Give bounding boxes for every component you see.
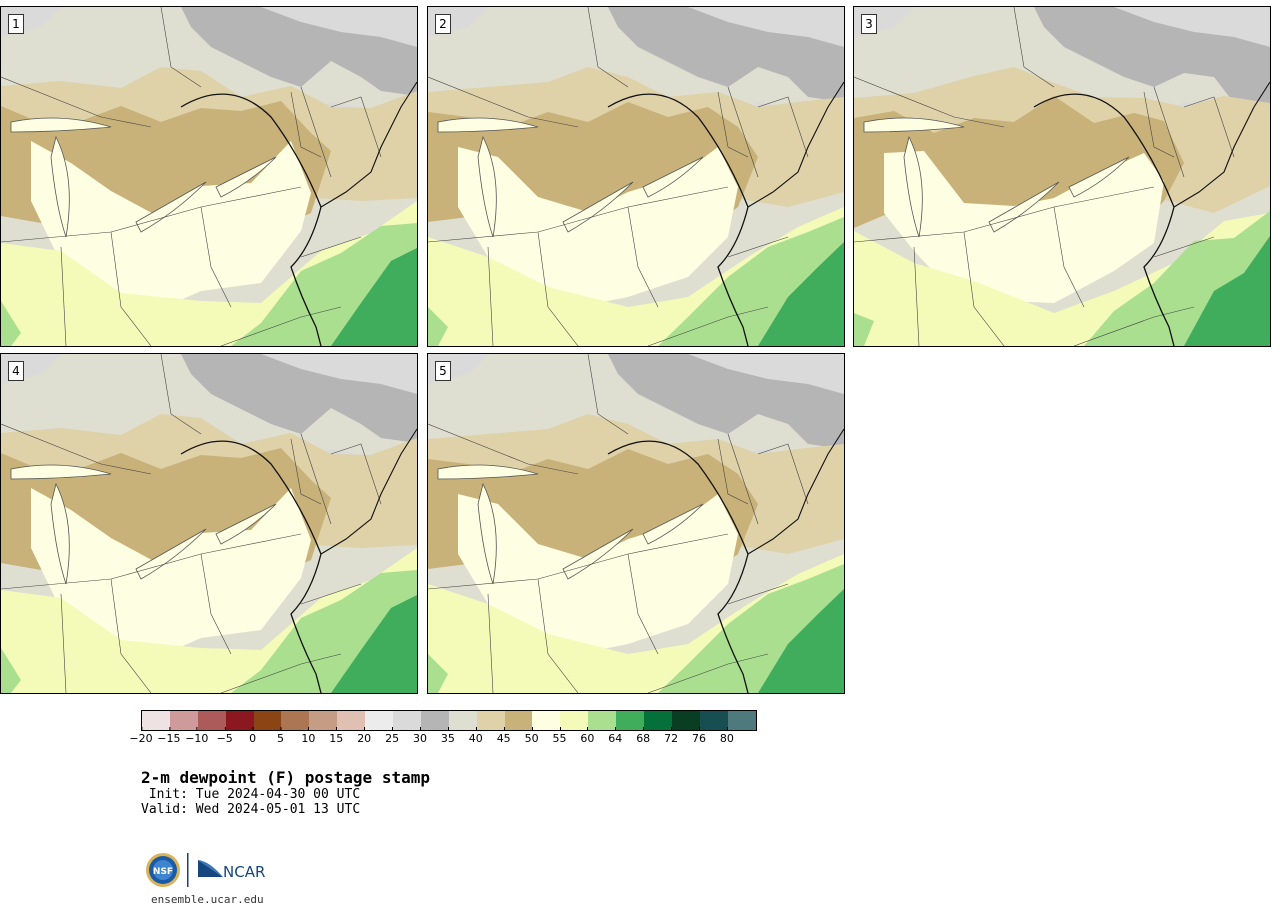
colorbar-swatch (504, 711, 533, 730)
colorbar-tick-label: 0 (249, 727, 256, 745)
colorbar-tick-label: 35 (441, 727, 455, 745)
nsf-logo-text: NSF (153, 867, 173, 877)
colorbar-tick-label: 15 (329, 727, 343, 745)
colorbar-swatch (365, 711, 394, 730)
colorbar-swatch (532, 711, 561, 730)
colorbar-tick-label: 10 (301, 727, 315, 745)
colorbar-tick-label: 64 (608, 727, 622, 745)
valid-time: Valid: Wed 2024-05-01 13 UTC (141, 802, 361, 817)
colorbar-swatch (225, 711, 254, 730)
colorbar-tick-label: 5 (277, 727, 284, 745)
panel-label: 2 (435, 14, 451, 34)
colorbar-swatch (169, 711, 198, 730)
dewpoint-map-2 (428, 7, 844, 346)
colorbar-swatch (448, 711, 477, 730)
colorbar-swatch (588, 711, 617, 730)
colorbar-swatch (393, 711, 421, 730)
dewpoint-map-5 (428, 354, 844, 693)
colorbar-swatch (699, 711, 728, 730)
map-panel-1: 1 (0, 6, 418, 347)
colorbar-tick-label: 50 (525, 727, 539, 745)
colorbar-tick-label: 60 (580, 727, 594, 745)
colorbar-swatch (727, 711, 756, 730)
plot-title: 2-m dewpoint (F) postage stamp (141, 768, 430, 787)
colorbar-swatch (253, 711, 282, 730)
colorbar-tick-label: 45 (497, 727, 511, 745)
map-panel-3: 3 (853, 6, 1271, 347)
panel-label: 4 (8, 361, 24, 381)
colorbar (141, 710, 757, 731)
colorbar-swatch (309, 711, 338, 730)
colorbar-swatch (476, 711, 505, 730)
dewpoint-map-3 (854, 7, 1270, 346)
init-time: Init: Tue 2024-04-30 00 UTC (141, 787, 361, 802)
map-panel-4: 4 (0, 353, 418, 694)
colorbar-tick-label: 55 (553, 727, 567, 745)
colorbar-swatch (671, 711, 700, 730)
panel-label: 3 (861, 14, 877, 34)
colorbar-tick-label: −20 (129, 727, 153, 745)
colorbar-tick-label: 72 (664, 727, 678, 745)
panel-label: 5 (435, 361, 451, 381)
colorbar-tick-label: 80 (720, 727, 734, 745)
colorbar-swatch (644, 711, 672, 730)
site-url: ensemble.ucar.edu (151, 893, 264, 906)
colorbar-swatch (281, 711, 310, 730)
nsf-ncar-logo: NSF NCAR (146, 853, 265, 887)
colorbar-swatch (560, 711, 589, 730)
colorbar-tick-label: 30 (413, 727, 427, 745)
colorbar-swatch (337, 711, 366, 730)
colorbar-tick-label: 76 (692, 727, 706, 745)
colorbar-tick-label: −5 (217, 727, 233, 745)
colorbar-swatch (616, 711, 645, 730)
colorbar-tick-label: 40 (469, 727, 483, 745)
colorbar-tick-label: 25 (385, 727, 399, 745)
ncar-logo-text: NCAR (223, 863, 265, 881)
colorbar-tick-label: −10 (185, 727, 208, 745)
map-panel-5: 5 (427, 353, 845, 694)
dewpoint-map-1 (1, 7, 417, 346)
colorbar-swatch (142, 711, 170, 730)
panel-label: 1 (8, 14, 24, 34)
colorbar-ticks: −20 −15 −10 −5 0 5 10 15 20 25 30 35 40 45 50 55 60 64 68 7… (129, 727, 757, 749)
colorbar-swatch (197, 711, 226, 730)
dewpoint-map-4 (1, 354, 417, 693)
colorbar-tick-label: 20 (357, 727, 371, 745)
colorbar-tick-label: 68 (636, 727, 650, 745)
colorbar-swatch (420, 711, 449, 730)
map-panel-2: 2 (427, 6, 845, 347)
colorbar-tick-label: −15 (157, 727, 181, 745)
